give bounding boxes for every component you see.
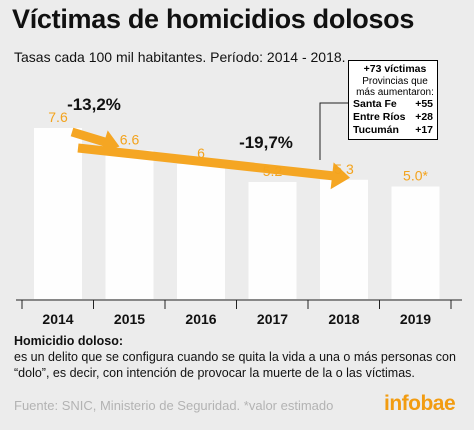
trend-arrow xyxy=(77,143,350,190)
bar xyxy=(320,179,368,299)
bar xyxy=(248,182,297,299)
value-label: 6 xyxy=(197,145,205,161)
source-note: Fuente: SNIC, Ministerio de Seguridad. *… xyxy=(14,398,334,413)
page-title: Víctimas de homicidios dolosos xyxy=(12,4,415,34)
value-label: 5.0* xyxy=(403,168,428,184)
definition-title: Homicidio doloso: xyxy=(14,334,124,348)
value-label: 5.3 xyxy=(334,161,354,177)
bar xyxy=(391,186,440,299)
callout-row: Santa Fe +55 xyxy=(353,98,437,111)
bar xyxy=(105,150,154,299)
callout-row: Entre Ríos +28 xyxy=(353,111,437,124)
value-label: 7.6 xyxy=(48,109,68,125)
x-tick-label: 2019 xyxy=(400,311,431,327)
callout-caption: Provincias que más aumentaron: xyxy=(356,76,434,98)
value-label: 6.6 xyxy=(120,132,140,148)
definition-body: es un delito que se configura cuando se … xyxy=(14,350,456,380)
definition-block: Homicidio doloso: es un delito que se co… xyxy=(14,333,464,381)
chart-subtitle: Tasas cada 100 mil habitantes. Período: … xyxy=(14,49,346,65)
callout-connector xyxy=(319,102,348,160)
callout-row-value: +55 xyxy=(415,98,433,110)
x-tick-label: 2017 xyxy=(257,311,288,327)
callout-row: Tucumán +17 xyxy=(353,124,437,137)
x-tick-label: 2014 xyxy=(42,311,73,327)
callout-row-name: Santa Fe xyxy=(353,98,397,110)
infobae-logo: infobae xyxy=(384,392,456,415)
x-tick-label: 2018 xyxy=(328,311,359,327)
value-label: 5.2 xyxy=(263,163,283,179)
annotation-label: -19,7% xyxy=(239,133,293,152)
callout-row-value: +17 xyxy=(415,124,433,136)
bar xyxy=(34,128,82,299)
callout-row-value: +28 xyxy=(415,111,433,123)
bar xyxy=(177,164,225,299)
callout-box: +73 víctimas Provincias que más aumentar… xyxy=(348,60,438,140)
callout-row-name: Entre Ríos xyxy=(353,111,406,123)
callout-total: +73 víctimas xyxy=(363,63,427,75)
annotation-label: -13,2% xyxy=(67,95,121,114)
x-tick-label: 2015 xyxy=(114,311,145,327)
callout-row-name: Tucumán xyxy=(353,124,399,136)
x-tick-label: 2016 xyxy=(185,311,216,327)
